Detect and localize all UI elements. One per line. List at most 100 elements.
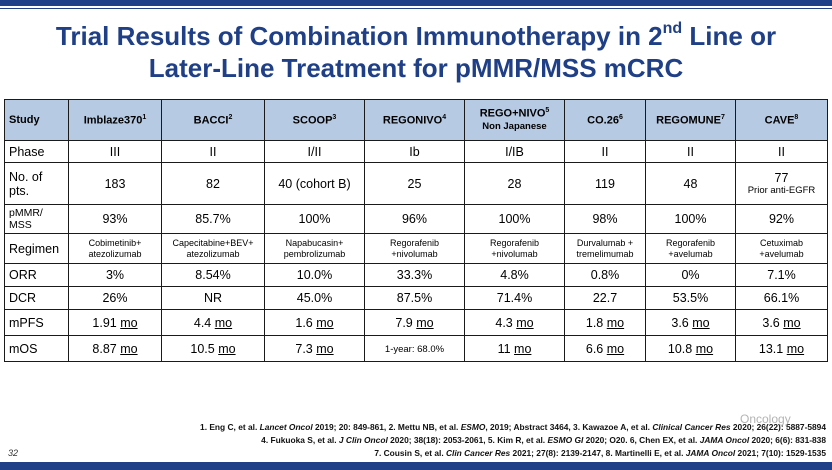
pmmr-row: pMMR/MSS 93% 85.7% 100% 96% 100% 98% 100% 92% [4, 204, 828, 234]
reference-segment: ESMO [460, 422, 486, 432]
reference-segment: JAMA Oncol [685, 448, 736, 458]
os-label: mOS [4, 335, 69, 362]
pmmr-value: 100% [464, 204, 565, 234]
reference-segment: 2021; 7(10): 1529-1535 [735, 448, 826, 458]
regimen-value: Capecitabine+BEV+ atezolizumab [161, 233, 265, 264]
regimen-line-2: +avelumab [668, 248, 713, 259]
os-value: 8.87 mo [68, 335, 162, 362]
pfs-num: 1.6 [295, 315, 313, 330]
os-value: 10.8 mo [645, 335, 736, 362]
phase-value: III [68, 140, 162, 163]
header-study: Study [4, 99, 69, 141]
regimen-line-2: atezolizumab [186, 248, 240, 259]
os-num: 11 [497, 341, 511, 356]
pfs-value: 3.6 mo [645, 309, 736, 336]
reference-line-2: 4. Fukuoka S, et al. J Clin Oncol 2020; … [0, 434, 826, 447]
pfs-unit: mo [120, 315, 138, 330]
phase-value: II [161, 140, 265, 163]
orr-value: 7.1% [735, 263, 828, 287]
pts-value: 28 [464, 162, 565, 205]
pfs-num: 3.6 [762, 315, 780, 330]
regimen-line-1: Cobimetinib+ [88, 237, 142, 248]
pfs-num: 4.4 [193, 315, 212, 330]
pfs-value: 3.6 mo [735, 309, 828, 336]
reference-line-1: 1. Eng C, et al. Lancet Oncol 2019; 20: … [0, 421, 826, 434]
pfs-num: 3.6 [671, 315, 689, 330]
pfs-num: 7.9 [395, 315, 413, 330]
study-name: CAVE [764, 114, 795, 127]
study-name: REGOMUNE [656, 114, 721, 127]
title-line-2: Later-Line Treatment for pMMR/MSS mCRC [148, 53, 684, 83]
os-value: 6.6 mo [564, 335, 646, 362]
regimen-row: Regimen Cobimetinib+ atezolizumab Capecitab… [4, 233, 828, 264]
regimen-label: Regimen [4, 233, 69, 264]
pfs-unit: mo [783, 315, 801, 330]
orr-value: 0% [645, 263, 736, 287]
regimen-value: Regorafenib +nivolumab [364, 233, 465, 264]
slide-title: Trial Results of Combination Immunothera… [0, 20, 832, 84]
regimen-value: Regorafenib +avelumab [645, 233, 736, 264]
top-bar [0, 0, 832, 6]
pfs-value: 1.6 mo [264, 309, 365, 336]
pmmr-label-line-1: pMMR/ [9, 207, 43, 219]
reference-segment: 1. Eng C, et al. [200, 422, 260, 432]
dcr-value: 71.4% [464, 286, 565, 310]
orr-value: 4.8% [464, 263, 565, 287]
pts-value: 40 (cohort B) [264, 162, 365, 205]
regimen-line-1: Napabucasin+ [285, 237, 344, 248]
dcr-value: 87.5% [364, 286, 465, 310]
dcr-label: DCR [4, 286, 69, 310]
phase-row: Phase III II I/II Ib I/IB II II II [4, 140, 828, 163]
phase-value: I/IB [464, 140, 565, 163]
study-name: BACCI [193, 114, 229, 127]
study-name: REGO+NIVO [479, 107, 546, 120]
os-num: 7.3 [295, 341, 313, 356]
orr-label: ORR [4, 263, 69, 287]
study-ref: 6 [618, 113, 623, 121]
pts-value: 25 [364, 162, 465, 205]
header-study-regomune: REGOMUNE7 [645, 99, 736, 141]
header-study-co-26: CO.266 [564, 99, 646, 141]
regimen-line-1: Cetuximab [759, 237, 804, 248]
header-study-imblaze370: Imblaze3701 [68, 99, 162, 141]
study-ref: 2 [228, 113, 233, 121]
orr-value: 10.0% [264, 263, 365, 287]
pts-value: 119 [564, 162, 646, 205]
dcr-value: 53.5% [645, 286, 736, 310]
study-name: REGONIVO [382, 114, 443, 127]
pfs-value: 4.3 mo [464, 309, 565, 336]
study-ref: 7 [720, 113, 725, 121]
header-study-rego-nivo: REGO+NIVO5 Non Japanese [464, 99, 565, 141]
os-num: 10.5 [190, 341, 215, 356]
orr-value: 3% [68, 263, 162, 287]
pfs-value: 7.9 mo [364, 309, 465, 336]
study-ref: 8 [794, 113, 799, 121]
os-unit: mo [695, 341, 714, 356]
regimen-value: Cobimetinib+ atezolizumab [68, 233, 162, 264]
os-num: 8.87 [92, 341, 117, 356]
pmmr-value: 85.7% [161, 204, 265, 234]
study-ref: 4 [442, 113, 447, 121]
regimen-line-1: Durvalumab + [576, 237, 634, 248]
study-ref: 3 [332, 113, 337, 121]
os-value: 13.1 mo [735, 335, 828, 362]
reference-segment: J Clin Oncol [338, 435, 388, 445]
dcr-value: 26% [68, 286, 162, 310]
pfs-unit: mo [214, 315, 233, 330]
regimen-line-2: tremelimumab [576, 248, 634, 259]
pts-value: 77 Prior anti-EGFR [735, 162, 828, 205]
regimen-value: Cetuximab +avelumab [735, 233, 828, 264]
dcr-value: 22.7 [564, 286, 646, 310]
page-number: 32 [8, 448, 19, 458]
regimen-line-2: pembrolizumab [283, 248, 346, 259]
title-line-1: Trial Results of Combination Immunothera… [55, 20, 777, 51]
watermark: Oncology [740, 412, 791, 426]
reference-segment: , 2019; Abstract 3464, 3. Kawazoe A, et … [485, 422, 653, 432]
pfs-unit: mo [416, 315, 434, 330]
pts-value: 77 [774, 170, 789, 185]
study-ref: 1 [142, 113, 147, 121]
header-row: Study Imblaze3701 BACCI2 SCOOP3 REGONIVO4 RE… [4, 99, 828, 141]
os-unit: mo [514, 341, 532, 356]
pts-row: No. of pts. 183 82 40 (cohort B) 25 28 119 48 77 P… [4, 162, 828, 205]
reference-line-3: 7. Cousin S, et al. Clin Cancer Res 2021… [0, 447, 826, 460]
